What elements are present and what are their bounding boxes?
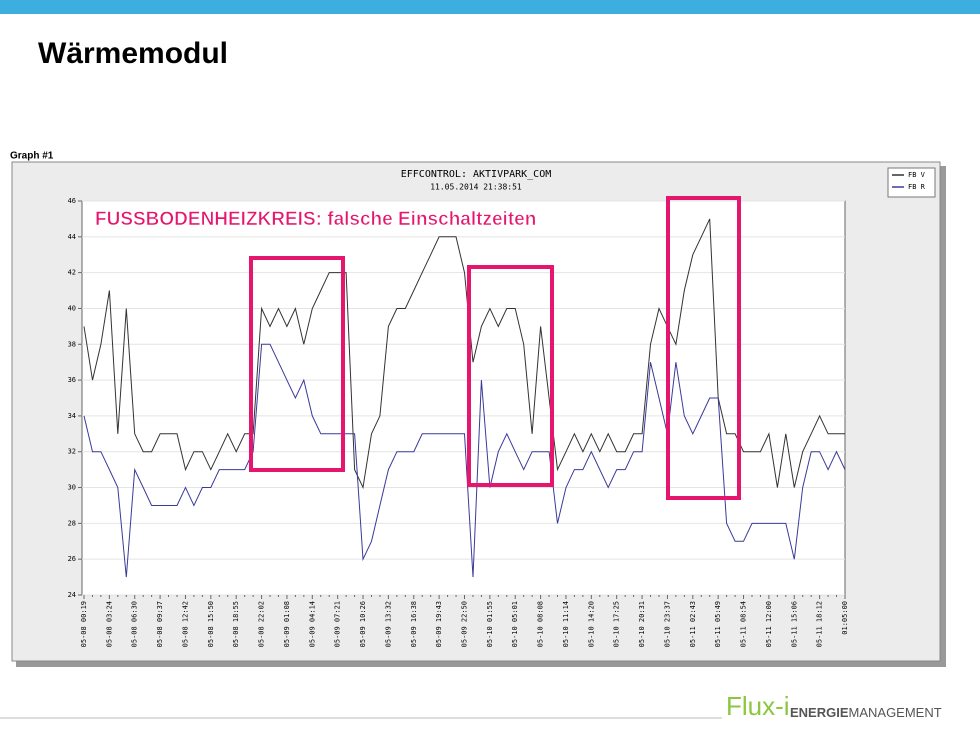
highlight-box (467, 265, 554, 487)
legend-box (887, 167, 936, 198)
x-tick-label: 05-11 02:43 (689, 601, 697, 647)
y-tick-label: 44 (68, 233, 76, 241)
y-tick-label: 46 (68, 197, 76, 205)
x-tick-label: 05-10 14:20 (587, 601, 595, 647)
x-tick-label: 05-11 18:12 (816, 601, 824, 647)
y-tick-label: 40 (68, 304, 76, 312)
legend-label: FB R (908, 183, 926, 191)
x-tick-label: 05-09 01:08 (283, 601, 291, 647)
x-tick-label: 05-09 07:21 (334, 601, 342, 647)
logo-word: ENERGIE (790, 705, 849, 720)
x-tick-label: 05-09 19:43 (435, 601, 443, 647)
y-tick-label: 42 (68, 269, 76, 277)
y-tick-label: 28 (68, 519, 76, 527)
x-tick-label: 05-08 12:42 (181, 601, 189, 647)
y-tick-label: 32 (68, 448, 76, 456)
x-tick-label: 05-08 22:02 (258, 601, 266, 647)
graph-label: Graph #1 (10, 151, 54, 162)
chart: 24 26 28 30 32 34 36 38 40 42 44 46 05-08 00:19 05-08… (68, 171, 926, 647)
chart-subtitle: 11.05.2014 21:38:51 (430, 183, 522, 192)
highlight-box (666, 196, 741, 500)
logo-word: MANAGEMENT (849, 705, 942, 720)
x-tick-label: 05-10 05:01 (511, 601, 519, 647)
y-tick-label: 34 (68, 412, 76, 420)
y-tick-label: 24 (68, 591, 76, 599)
y-tick-label: 36 (68, 376, 76, 384)
x-tick-label: 05-08 15:50 (207, 601, 215, 647)
x-tick-label: 05-10 20:31 (638, 601, 646, 647)
x-tick-label: 01:05:00 (841, 601, 849, 635)
x-tick-label: 05-08 18:55 (232, 601, 240, 647)
x-tick-label: 05-09 22:50 (461, 601, 469, 647)
plot-area (81, 200, 846, 596)
x-tick-label: 05-10 17:25 (613, 601, 621, 647)
x-tick-label: 05-09 04:14 (308, 601, 316, 647)
x-tick-label: 05-09 13:32 (384, 601, 392, 647)
x-tick-label: 05-11 15:06 (790, 601, 798, 647)
x-tick-label: 05-10 08:08 (537, 601, 545, 647)
logo-text: ENERGIEMANAGEMENT (790, 705, 942, 720)
x-tick-label: 05-11 08:54 (740, 601, 748, 647)
series-line (83, 343, 846, 578)
slide-title: Wärmemodul (38, 37, 228, 70)
annotation: FUSSBODENHEIZKREIS: falsche Einschaltzei… (95, 209, 536, 230)
highlight-box (249, 256, 345, 472)
x-tick-label: 05-09 16:38 (410, 601, 418, 647)
x-tick-label: 05-11 05:49 (714, 601, 722, 647)
y-tick-label: 26 (68, 555, 76, 563)
legend-label: FB V (908, 171, 926, 179)
y-tick-label: 38 (68, 340, 76, 348)
x-tick-label: 05-09 10:26 (359, 601, 367, 647)
top-bar (0, 0, 980, 14)
chart-title: EFFCONTROL: AKTIVPARK_COM (401, 169, 552, 180)
x-tick-label: 05-11 12:00 (765, 601, 773, 647)
x-tick-label: 05-10 01:55 (486, 601, 494, 647)
x-tick-label: 05-08 06:30 (131, 601, 139, 647)
x-tick-label: 05-10 23:37 (663, 601, 671, 647)
x-tick-label: 05-08 09:37 (156, 601, 164, 647)
x-tick-label: 05-08 03:24 (105, 601, 113, 647)
x-tick-label: 05-10 11:14 (562, 601, 570, 647)
highlight-boxes (249, 196, 741, 500)
x-tick-label: 05-08 00:19 (80, 601, 88, 647)
logo-brand: Flux-i (726, 691, 790, 721)
y-tick-label: 30 (68, 484, 76, 492)
